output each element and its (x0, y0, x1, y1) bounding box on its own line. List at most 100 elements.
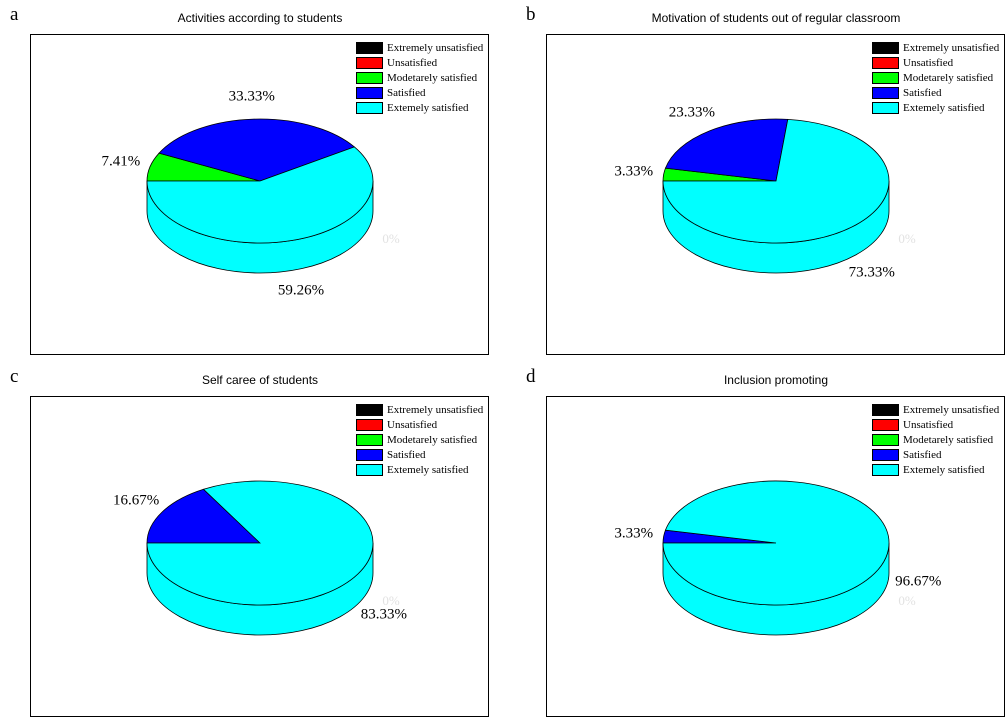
data-label-satisfied: 16.67% (113, 492, 160, 509)
legend-entry-unsatisfied: Unsatisfied (872, 55, 999, 70)
legend-label: Satisfied (387, 87, 426, 100)
legend-swatch (872, 449, 899, 462)
legend-entry-satisfied: Satisfied (356, 86, 483, 101)
legend: Extremely unsatisfied Unsatisfied Modetare… (356, 40, 483, 116)
legend-label: Modetarely satisfied (387, 71, 478, 84)
plot-frame (546, 34, 1005, 355)
legend-label: Extremely unsatisfied (903, 41, 1000, 54)
data-label-satisfied: 23.33% (668, 104, 716, 121)
legend-label: Unsatisfied (903, 418, 954, 431)
pie-top (662, 118, 890, 244)
legend-swatch (356, 403, 383, 416)
data-label-extemely-satisfied: 83.33% (360, 606, 407, 623)
legend-swatch (356, 41, 383, 54)
legend-swatch (356, 56, 383, 69)
chart-panel-d: d Inclusion promoting Extremely unsatisf… (516, 362, 1007, 717)
legend-entry-extremely-unsatisfied: Extremely unsatisfied (356, 402, 483, 417)
legend-label: Modetarely satisfied (903, 71, 994, 84)
chart-panel-c: c Self caree of students Extremely unsat… (0, 362, 500, 717)
legend: Extremely unsatisfied Unsatisfied Modetare… (356, 402, 483, 478)
pie-slice-extemely-satisfied (146, 480, 374, 606)
legend-entry-extemely-satisfied: Extemely satisfied (872, 101, 999, 116)
legend: Extremely unsatisfied Unsatisfied Modetare… (872, 402, 999, 478)
legend-swatch (356, 102, 383, 115)
data-label-extemely-satisfied: 73.33% (848, 264, 895, 281)
legend-label: Extemely satisfied (903, 102, 985, 115)
legend: Extremely unsatisfied Unsatisfied Modetare… (872, 40, 999, 116)
legend-swatch (356, 433, 383, 446)
legend-label: Extemely satisfied (387, 102, 469, 115)
legend-entry-modetarely-satisfied: Modetarely satisfied (872, 432, 999, 447)
plot-frame (30, 34, 489, 355)
pie-top (662, 480, 890, 606)
pie-slice-extemely-satisfied (146, 146, 374, 244)
zero-label: 0% (382, 231, 400, 246)
zero-label: 0% (898, 231, 916, 246)
panel-letter: a (10, 4, 19, 25)
legend-label: Unsatisfied (903, 56, 954, 69)
legend-swatch (356, 449, 383, 462)
legend-label: Modetarely satisfied (387, 433, 478, 446)
legend-entry-extremely-unsatisfied: Extremely unsatisfied (872, 402, 999, 417)
legend-label: Extemely satisfied (387, 464, 469, 477)
chart-title: Motivation of students out of regular cl… (651, 11, 901, 25)
zero-label: 0% (382, 593, 400, 608)
legend-entry-satisfied: Satisfied (356, 448, 483, 463)
legend-swatch (872, 71, 899, 84)
legend-label: Satisfied (903, 87, 942, 100)
pie-chart (146, 480, 374, 636)
legend-swatch (356, 464, 383, 477)
pie-slice-extemely-satisfied (662, 480, 890, 606)
legend-entry-extemely-satisfied: Extemely satisfied (356, 463, 483, 478)
pie-chart (662, 118, 890, 274)
data-label-extemely-satisfied: 96.67% (895, 573, 942, 590)
legend-swatch (356, 418, 383, 431)
pie-slice-satisfied (146, 488, 262, 544)
legend-swatch (872, 418, 899, 431)
chart-title: Inclusion promoting (723, 373, 829, 387)
data-label-extemely-satisfied: 59.26% (277, 282, 325, 299)
legend-entry-satisfied: Satisfied (872, 448, 999, 463)
pie-slice-satisfied (158, 118, 356, 182)
legend-entry-extemely-satisfied: Extemely satisfied (872, 463, 999, 478)
data-label-satisfied: 3.33% (614, 525, 654, 542)
pie-chart (146, 118, 374, 274)
legend-entry-extremely-unsatisfied: Extremely unsatisfied (872, 40, 999, 55)
legend-swatch (872, 56, 899, 69)
legend-entry-extemely-satisfied: Extemely satisfied (356, 101, 483, 116)
legend-swatch (872, 87, 899, 100)
chart-panel-b: b Motivation of students out of regular … (516, 0, 1007, 355)
legend-label: Extremely unsatisfied (387, 41, 484, 54)
legend-entry-satisfied: Satisfied (872, 86, 999, 101)
legend-entry-extremely-unsatisfied: Extremely unsatisfied (356, 40, 483, 55)
data-label-satisfied: 33.33% (228, 88, 275, 105)
legend-entry-modetarely-satisfied: Modetarely satisfied (356, 432, 483, 447)
legend-swatch (872, 403, 899, 416)
pie-top (146, 480, 374, 606)
legend-label: Satisfied (387, 449, 426, 462)
legend-swatch (872, 41, 899, 54)
pie-chart (662, 480, 890, 636)
chart-title: Activities according to students (177, 11, 343, 25)
legend-entry-modetarely-satisfied: Modetarely satisfied (872, 70, 999, 85)
legend-label: Unsatisfied (387, 56, 438, 69)
chart-panel-a: a Activities according to students Extre… (0, 0, 500, 355)
legend-label: Modetarely satisfied (903, 433, 994, 446)
panel-letter: c (10, 366, 19, 387)
legend-label: Extemely satisfied (903, 464, 985, 477)
legend-entry-unsatisfied: Unsatisfied (872, 417, 999, 432)
zero-label: 0% (898, 593, 916, 608)
pie-slice-extemely-satisfied (662, 118, 890, 244)
data-label-modetarely-satisfied: 7.41% (101, 153, 141, 170)
legend-label: Extremely unsatisfied (903, 403, 1000, 416)
legend-entry-unsatisfied: Unsatisfied (356, 55, 483, 70)
pie-top (146, 118, 374, 244)
legend-swatch (872, 102, 899, 115)
legend-label: Unsatisfied (387, 418, 438, 431)
panel-letter: d (526, 366, 536, 387)
legend-entry-modetarely-satisfied: Modetarely satisfied (356, 70, 483, 85)
legend-label: Extremely unsatisfied (387, 403, 484, 416)
pie-slice-satisfied (664, 118, 789, 182)
chart-title: Self caree of students (201, 373, 319, 387)
legend-swatch (872, 433, 899, 446)
